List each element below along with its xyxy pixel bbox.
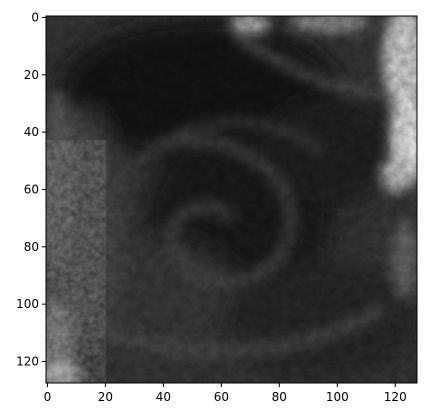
y-tick-label: 120 bbox=[16, 354, 39, 368]
x-tick-label: 60 bbox=[214, 390, 229, 404]
y-tick-label: 0 bbox=[31, 10, 39, 24]
x-tick-label: 120 bbox=[384, 390, 407, 404]
plot-frame bbox=[45, 15, 418, 384]
y-tick-label: 60 bbox=[24, 182, 39, 196]
x-tick-label: 20 bbox=[98, 390, 113, 404]
x-tick-label: 0 bbox=[44, 390, 52, 404]
y-axis: 0 20 40 60 80 100 120 bbox=[16, 10, 46, 368]
heatmap-image bbox=[46, 16, 417, 383]
y-tick-label: 80 bbox=[24, 240, 39, 254]
x-tick-label: 100 bbox=[326, 390, 349, 404]
y-tick-label: 100 bbox=[16, 297, 39, 311]
y-tick-label: 20 bbox=[24, 68, 39, 82]
y-tick-label: 40 bbox=[24, 125, 39, 139]
x-tick-label: 40 bbox=[156, 390, 171, 404]
x-tick-label: 80 bbox=[272, 390, 287, 404]
x-axis: 0 20 40 60 80 100 120 bbox=[44, 383, 407, 404]
